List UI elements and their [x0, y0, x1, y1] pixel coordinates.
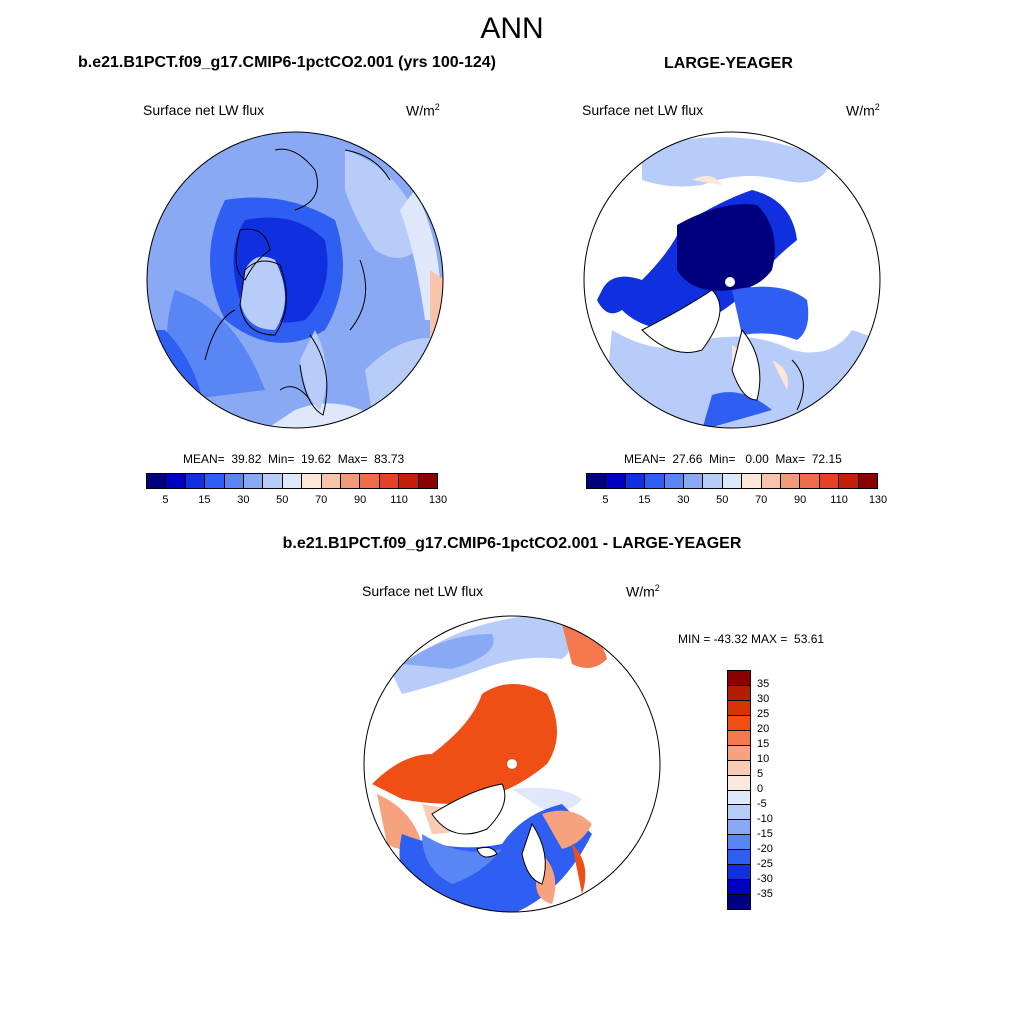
- colorbar-swatch: [204, 474, 224, 488]
- colorbar-tick-label: 110: [830, 494, 848, 506]
- colorbar-swatch: [243, 474, 263, 488]
- colorbar-swatch: [262, 474, 282, 488]
- panel1-units: W/m2: [406, 102, 440, 119]
- colorbar-tick-label: 20: [757, 723, 770, 735]
- colorbar-swatch: [624, 474, 645, 488]
- colorbar-swatch: [857, 474, 878, 488]
- colorbar-tick-label: -35: [757, 888, 773, 900]
- colorbar-swatch: [728, 879, 750, 895]
- panel3-title: b.e21.B1PCT.f09_g17.CMIP6-1pctCO2.001 - …: [282, 535, 742, 552]
- colorbar-tick-label: -10: [757, 813, 773, 825]
- colorbar-tick-label: 50: [716, 494, 729, 506]
- colorbar-tick-label: -30: [757, 873, 773, 885]
- panel3-polar-map: [363, 615, 661, 913]
- colorbar-swatch: [728, 804, 750, 820]
- colorbar-swatch: [799, 474, 819, 488]
- colorbar-swatch: [165, 474, 185, 488]
- colorbar-swatch: [838, 474, 858, 488]
- colorbar-tick-label: 0: [757, 783, 764, 795]
- colorbar-swatch: [728, 744, 750, 760]
- colorbar-swatch: [728, 699, 750, 715]
- panel1-variable-label: Surface net LW flux: [143, 102, 265, 118]
- colorbar-swatch: [728, 684, 750, 700]
- colorbar-swatch: [587, 474, 606, 488]
- colorbar-swatch: [378, 474, 399, 488]
- colorbar-tick-label: 50: [276, 494, 289, 506]
- colorbar-swatch: [728, 819, 750, 835]
- colorbar-tick-label: 25: [757, 708, 770, 720]
- colorbar-swatch: [417, 474, 438, 488]
- colorbar-swatch: [683, 474, 703, 488]
- colorbar-tick-label: 90: [794, 494, 807, 506]
- panel2-stats: MEAN= 27.66 Min= 0.00 Max= 72.15: [624, 452, 842, 466]
- colorbar-tick-label: 130: [868, 494, 888, 506]
- colorbar-tick-label: 15: [638, 494, 651, 506]
- colorbar-swatch: [301, 474, 321, 488]
- colorbar-tick-label: -20: [757, 843, 773, 855]
- colorbar-swatch: [728, 729, 750, 745]
- panel3-variable-label: Surface net LW flux: [362, 583, 484, 599]
- colorbar-swatch: [760, 474, 781, 488]
- colorbar-swatch: [728, 834, 750, 850]
- panel3-colorbar-ticks: 35 30 25 20 15 10 5 0 -5 -10 -15 -20 -25 -30 -35: [757, 670, 797, 910]
- panel2-variable-label: Surface net LW flux: [582, 102, 704, 118]
- colorbar-swatch: [359, 474, 379, 488]
- colorbar-swatch: [398, 474, 418, 488]
- colorbar-swatch: [184, 474, 205, 488]
- panel2-polar-map: [583, 131, 881, 429]
- panel1-colorbar-ticks: 5 15 30 50 70 90 110 130: [146, 494, 447, 508]
- panel3-stats: MIN = -43.32 MAX = 53.61: [678, 632, 825, 646]
- panel2-units: W/m2: [846, 102, 880, 119]
- colorbar-tick-label: 130: [428, 494, 448, 506]
- colorbar-swatch: [340, 474, 360, 488]
- colorbar-swatch: [320, 474, 341, 488]
- colorbar-tick-label: -5: [757, 798, 767, 810]
- colorbar-swatch: [721, 474, 742, 488]
- colorbar-swatch: [728, 864, 750, 880]
- colorbar-swatch: [223, 474, 244, 488]
- panel2-title: LARGE-YEAGER: [664, 55, 793, 72]
- colorbar-tick-label: -25: [757, 858, 773, 870]
- panel3-colorbar: [727, 670, 751, 910]
- colorbar-swatch: [728, 789, 750, 805]
- colorbar-swatch: [147, 474, 166, 488]
- main-title: ANN: [480, 12, 544, 45]
- panel1-colorbar: [146, 473, 438, 489]
- colorbar-swatch: [281, 474, 302, 488]
- panel1-polar-map: [146, 131, 444, 429]
- panel1-title: b.e21.B1PCT.f09_g17.CMIP6-1pctCO2.001 (y…: [78, 54, 496, 71]
- colorbar-tick-label: 10: [757, 753, 770, 765]
- colorbar-tick-label: 15: [757, 738, 770, 750]
- colorbar-swatch: [741, 474, 761, 488]
- panel1-stats: MEAN= 39.82 Min= 19.62 Max= 83.73: [183, 452, 405, 466]
- colorbar-tick-label: 15: [198, 494, 211, 506]
- colorbar-swatch: [728, 759, 750, 775]
- colorbar-tick-label: 5: [162, 494, 169, 506]
- colorbar-tick-label: -15: [757, 828, 773, 840]
- colorbar-swatch: [728, 774, 750, 790]
- colorbar-swatch: [702, 474, 722, 488]
- colorbar-tick-label: 5: [602, 494, 609, 506]
- colorbar-tick-label: 110: [390, 494, 408, 506]
- panel2-colorbar-ticks: 5 15 30 50 70 90 110 130: [586, 494, 887, 508]
- colorbar-tick-label: 70: [755, 494, 768, 506]
- colorbar-tick-label: 30: [757, 693, 770, 705]
- colorbar-swatch: [728, 714, 750, 730]
- colorbar-swatch: [728, 894, 750, 909]
- colorbar-swatch: [780, 474, 800, 488]
- colorbar-swatch: [728, 671, 750, 685]
- panel3-units: W/m2: [626, 583, 660, 600]
- colorbar-swatch: [818, 474, 839, 488]
- colorbar-swatch: [605, 474, 625, 488]
- colorbar-swatch: [728, 849, 750, 865]
- colorbar-tick-label: 30: [677, 494, 690, 506]
- colorbar-tick-label: 30: [237, 494, 250, 506]
- panel2-colorbar: [586, 473, 878, 489]
- colorbar-tick-label: 90: [354, 494, 367, 506]
- colorbar-tick-label: 5: [757, 768, 764, 780]
- colorbar-tick-label: 70: [315, 494, 328, 506]
- colorbar-swatch: [644, 474, 664, 488]
- colorbar-tick-label: 35: [757, 678, 770, 690]
- colorbar-swatch: [663, 474, 684, 488]
